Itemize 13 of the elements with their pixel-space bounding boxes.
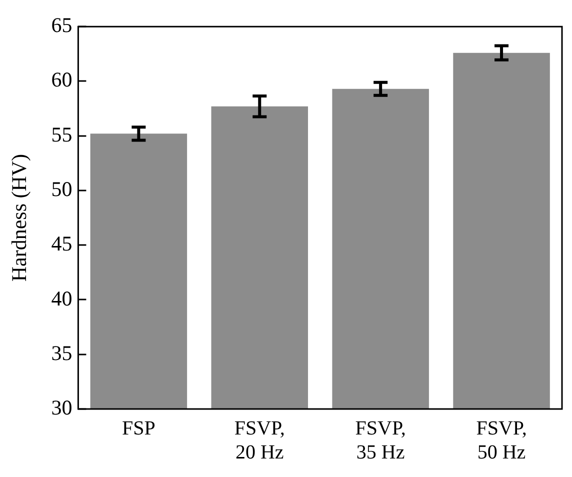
y-tick-label: 30	[51, 396, 72, 420]
y-tick-label: 40	[51, 286, 72, 310]
x-tick-label: FSP	[122, 417, 156, 440]
y-tick-label: 45	[51, 232, 72, 256]
x-tick-label: FSVP, 50 Hz	[476, 417, 527, 464]
x-tick-label: FSVP, 20 Hz	[234, 417, 285, 464]
y-tick-label: 65	[51, 13, 72, 38]
y-axis-title: Hardness (HV)	[7, 154, 32, 282]
y-tick-label: 35	[51, 340, 72, 365]
y-tick-label: 55	[51, 122, 72, 146]
x-tick-label: FSVP, 35 Hz	[355, 417, 406, 464]
y-tick-label: 60	[51, 68, 72, 92]
y-tick-label: 50	[51, 177, 72, 201]
